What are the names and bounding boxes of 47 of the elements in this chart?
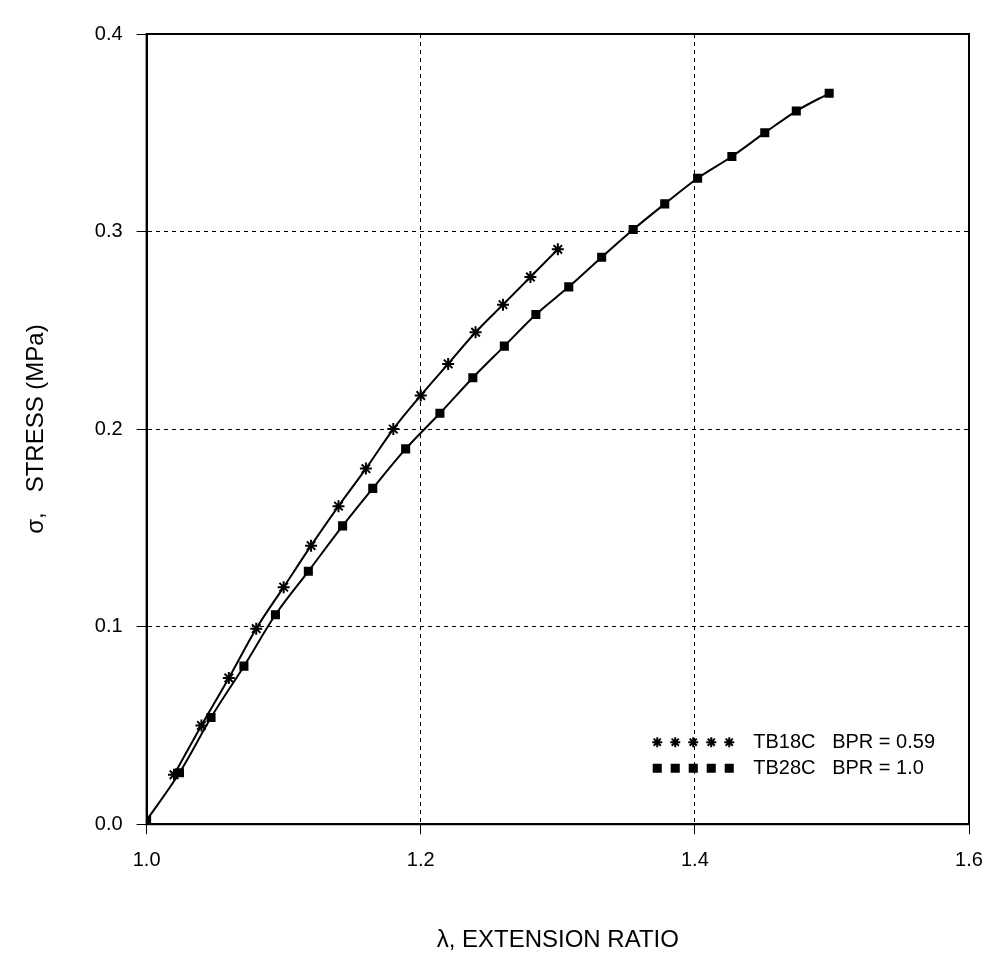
point — [824, 88, 834, 98]
legend-label: TB18C BPR = 0.59 — [753, 729, 936, 752]
y-tick-label: 0.3 — [94, 219, 123, 242]
point — [270, 610, 280, 620]
x-tick-label: 1.0 — [132, 847, 161, 870]
point — [499, 341, 509, 351]
point — [791, 106, 801, 116]
point — [358, 461, 373, 476]
point — [550, 242, 565, 257]
y-axis-title: σ, STRESS (MPa) — [21, 324, 49, 534]
point — [523, 269, 538, 284]
point — [495, 297, 510, 312]
x-axis-title: λ, EXTENSION RATIO — [436, 925, 679, 953]
x-tick-label: 1.4 — [680, 847, 709, 870]
point — [304, 538, 319, 553]
point — [727, 151, 737, 162]
point — [276, 580, 291, 595]
point — [660, 199, 670, 209]
point — [386, 422, 401, 437]
x-tick-label: 1.6 — [955, 847, 983, 870]
point — [413, 388, 428, 403]
point — [628, 225, 638, 235]
x-tick-label: 1.2 — [406, 847, 435, 870]
point — [401, 444, 411, 454]
point — [468, 373, 478, 383]
point — [331, 499, 346, 514]
point — [338, 521, 348, 531]
point — [206, 712, 216, 723]
point — [221, 671, 236, 686]
legend-label: TB28C BPR = 1.0 — [753, 755, 924, 778]
point — [441, 356, 456, 371]
point — [435, 408, 445, 418]
point — [564, 282, 574, 292]
y-tick-label: 0.0 — [94, 811, 123, 834]
point — [249, 621, 264, 636]
point — [194, 718, 209, 733]
y-tick-label: 0.1 — [94, 614, 123, 637]
point — [468, 325, 483, 340]
point — [693, 173, 703, 183]
point — [597, 252, 607, 262]
point — [760, 128, 770, 138]
y-tick-label: 0.2 — [94, 416, 123, 439]
point — [303, 566, 313, 576]
point — [239, 661, 249, 671]
y-tick-label: 0.4 — [94, 21, 123, 44]
point — [531, 309, 541, 320]
point — [368, 483, 378, 493]
